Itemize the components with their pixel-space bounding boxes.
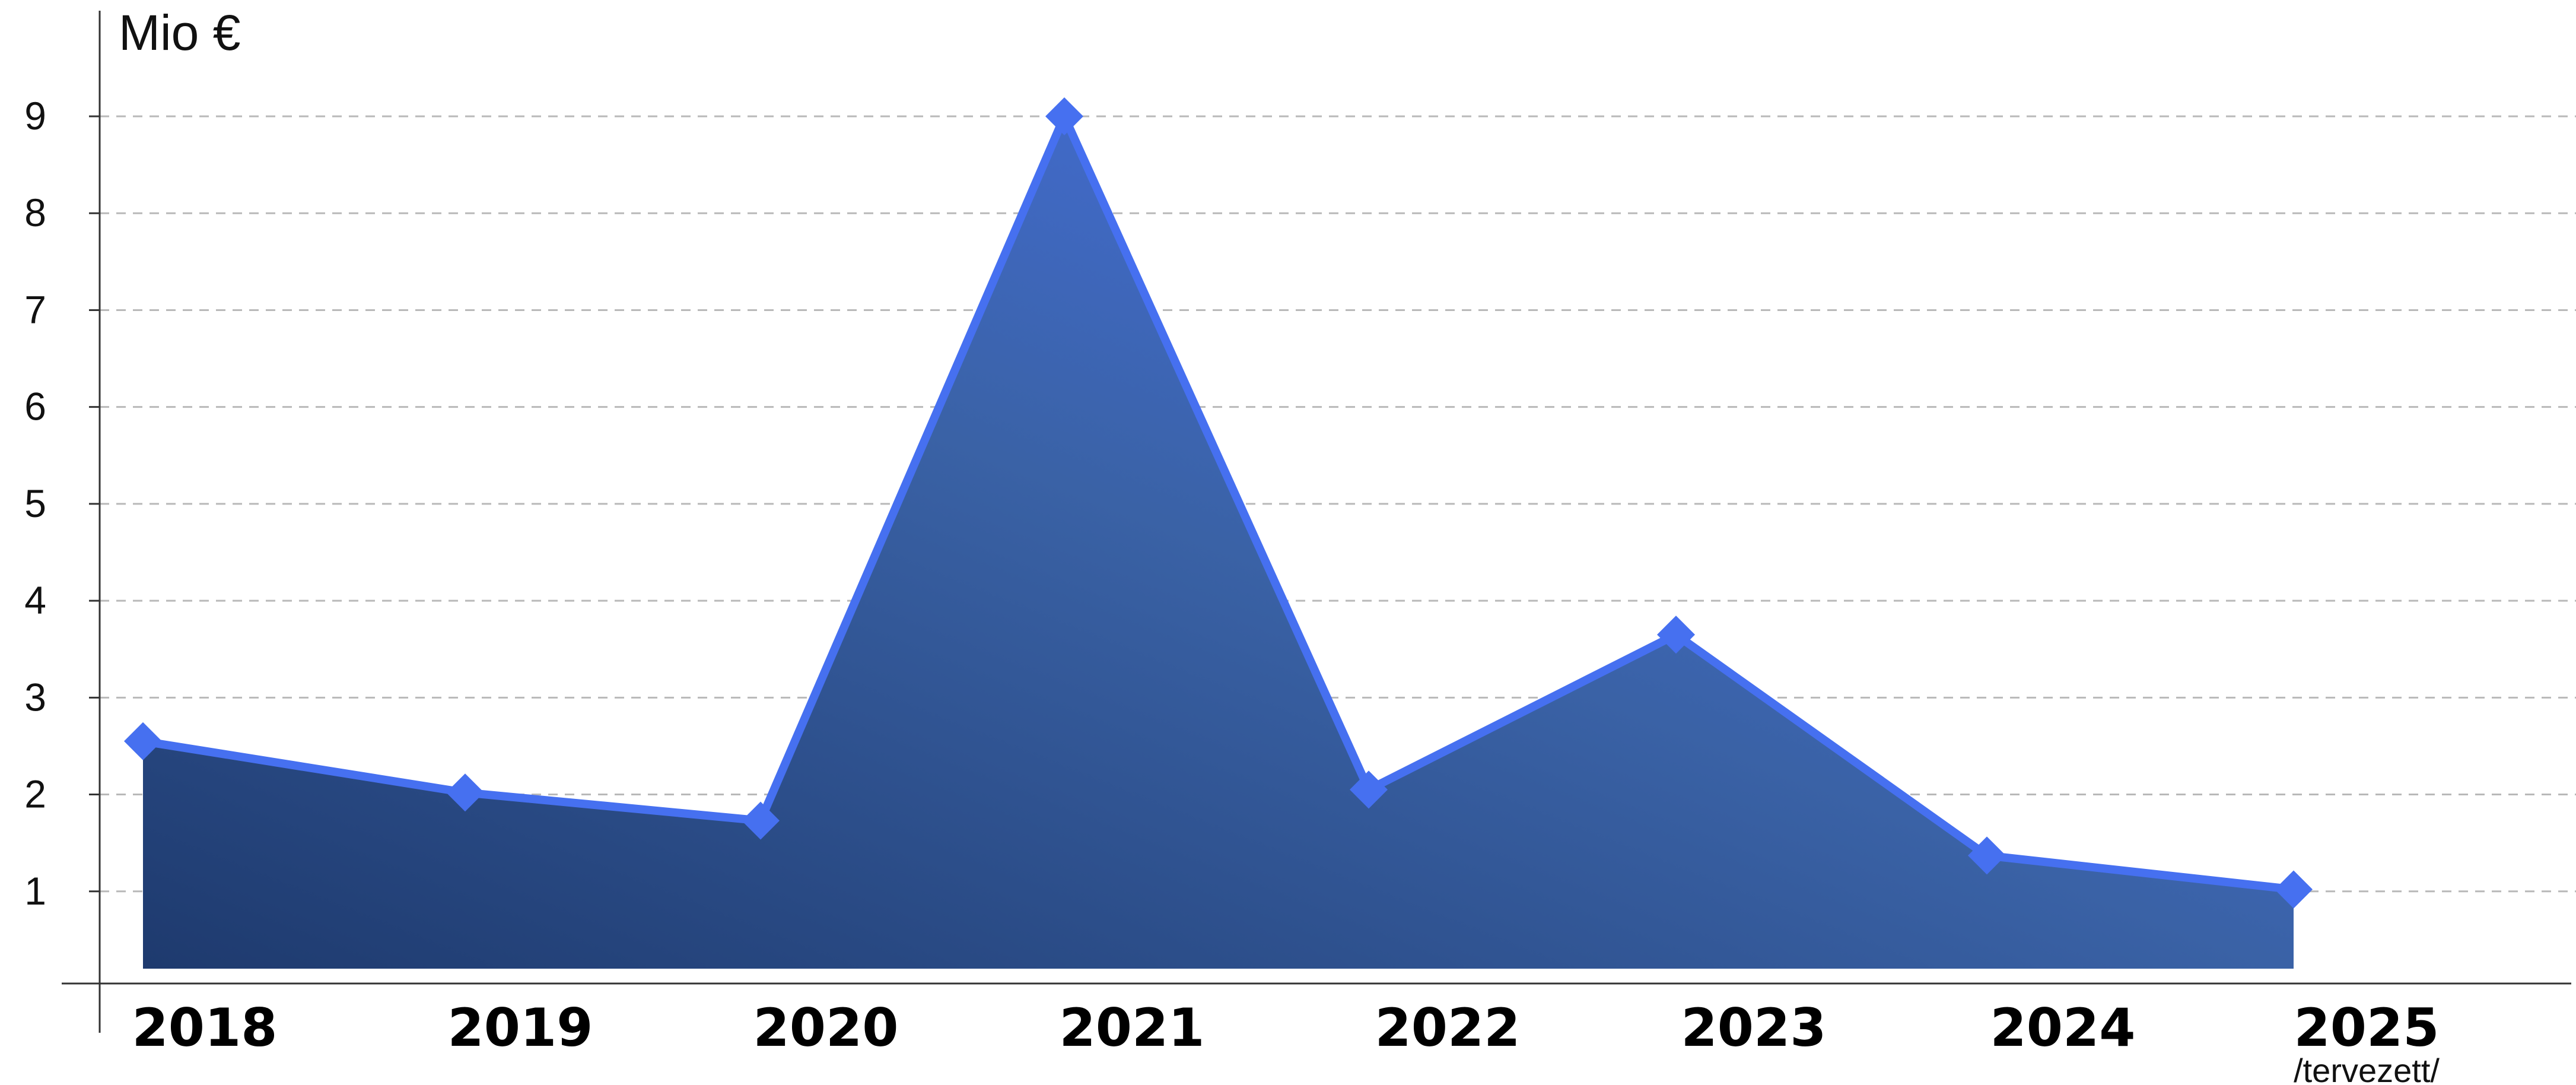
y-tick-label: 2 [24,772,46,816]
x-tick-note: /tervezett/ [2294,1052,2440,1085]
x-tick-label-2025: 2025 [2294,997,2440,1058]
x-axis-labels: 2018 2019 2020 2021 2022 2023 2024 2025/terveze… [132,997,2440,1085]
series-line [142,112,2294,894]
data-point-2022 [1350,770,1388,809]
x-tick-label-2022: 2022 [1375,997,1521,1058]
data-point-2025 [2275,870,2313,909]
x-tick-label-2021: 2021 [1060,997,1205,1058]
data-point-2024 [1968,836,2006,875]
data-point-2023 [1657,616,1695,654]
y-tick-label: 8 [24,191,46,234]
y-tick-label: 5 [24,481,46,525]
data-point-2018 [124,722,162,760]
area-fill [143,116,2294,969]
y-tick-label: 4 [24,578,46,622]
y-tick-label: 9 [24,94,46,138]
data-point-2020 [742,801,780,840]
x-tick-label-2019: 2019 [448,997,593,1058]
data-markers [124,97,2313,909]
y-tick-label: 3 [24,675,46,719]
area-series [142,112,2294,969]
data-point-2021 [1045,97,1083,135]
y-axis-ticks: 1 2 3 4 5 6 7 8 9 [24,94,100,913]
y-tick-label: 7 [24,287,46,331]
y-tick-label: 1 [24,869,46,913]
x-tick-label-2023: 2023 [1681,997,1827,1058]
y-axis-unit-label: Mio € [119,5,240,61]
y-tick-label: 6 [24,385,46,429]
x-tick-label-2024: 2024 [1990,997,2136,1058]
data-point-2019 [446,773,484,812]
x-tick-label-2018: 2018 [132,997,278,1058]
x-tick-label-2020: 2020 [753,997,899,1058]
